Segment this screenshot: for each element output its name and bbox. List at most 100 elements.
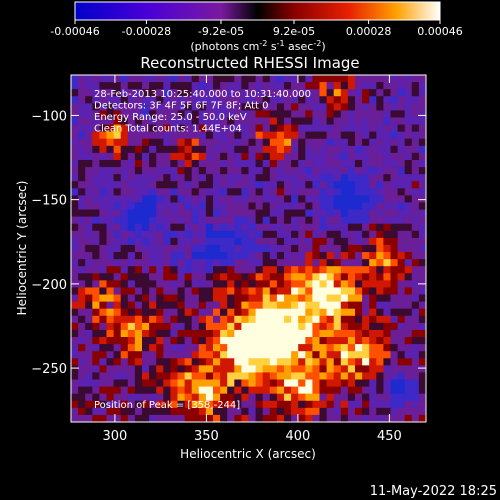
heatmap-cell	[319, 329, 328, 338]
heatmap-cell	[71, 379, 79, 388]
heatmap-cell	[390, 294, 399, 303]
heatmap-cell	[362, 344, 370, 352]
heatmap-cell	[156, 181, 164, 189]
heatmap-cell	[340, 167, 349, 175]
heatmap-cell	[347, 287, 356, 296]
heatmap-cell	[184, 252, 193, 260]
heatmap-cell	[184, 82, 193, 90]
heatmap-cell	[227, 400, 235, 409]
heatmap-cell	[184, 138, 193, 147]
heatmap-cell	[298, 237, 306, 246]
heatmap-cell	[248, 188, 257, 196]
heatmap-cell	[248, 400, 257, 409]
heatmap-cell	[113, 75, 122, 83]
heatmap-cell	[113, 280, 122, 289]
heatmap-cell	[191, 159, 200, 168]
heatmap-cell	[269, 110, 278, 119]
heatmap-cell	[170, 237, 179, 246]
heatmap-cell	[106, 167, 115, 175]
heatmap-cell	[298, 322, 306, 331]
heatmap-cell	[298, 329, 306, 338]
heatmap-cell	[255, 315, 264, 324]
heatmap-cell	[92, 145, 100, 154]
heatmap-cell	[269, 337, 278, 345]
heatmap-cell	[78, 351, 86, 359]
heatmap-cell	[262, 209, 271, 218]
heatmap-cell	[276, 344, 285, 352]
heatmap-cell	[198, 138, 207, 147]
heatmap-cell	[291, 181, 299, 189]
heatmap-cell	[326, 82, 335, 90]
heatmap-cell	[241, 117, 250, 126]
heatmap-cell	[255, 266, 264, 274]
heatmap-cell	[213, 266, 221, 274]
heatmap-cell	[362, 294, 370, 303]
heatmap-cell	[191, 124, 200, 133]
heatmap-cell	[397, 244, 406, 253]
heatmap-cell	[227, 266, 235, 274]
heatmap-cell	[369, 407, 377, 416]
heatmap-cell	[177, 138, 186, 147]
heatmap-cell	[106, 393, 115, 402]
x-tick-label: 450	[377, 429, 402, 444]
heatmap-cell	[404, 230, 413, 239]
heatmap-cell	[248, 124, 257, 133]
heatmap-cell	[120, 103, 129, 112]
heatmap-cell	[355, 358, 363, 366]
heatmap-cell	[184, 294, 193, 303]
heatmap-cell	[99, 89, 108, 97]
heatmap-cell	[163, 372, 171, 381]
heatmap-cell	[376, 230, 384, 239]
heatmap-cell	[78, 124, 86, 133]
heatmap-cell	[198, 372, 207, 381]
heatmap-cell	[390, 152, 399, 161]
heatmap-cell	[142, 266, 150, 274]
heatmap-cell	[149, 82, 157, 90]
heatmap-cell	[234, 195, 242, 204]
heatmap-cell	[113, 117, 122, 126]
heatmap-cell	[184, 351, 193, 359]
heatmap-cell	[78, 273, 86, 281]
heatmap-cell	[177, 337, 186, 345]
heatmap-cell	[347, 372, 356, 381]
heatmap-cell	[241, 124, 250, 133]
heatmap-cell	[163, 308, 171, 317]
heatmap-cell	[99, 273, 108, 281]
heatmap-cell	[241, 89, 250, 97]
heatmap-cell	[177, 308, 186, 317]
heatmap-cell	[362, 358, 370, 366]
heatmap-cell	[255, 244, 264, 253]
heatmap-cell	[191, 407, 200, 416]
heatmap-cell	[127, 117, 136, 126]
heatmap-cell	[205, 75, 214, 83]
heatmap-cell	[156, 337, 164, 345]
heatmap-cell	[312, 237, 321, 246]
heatmap-cell	[134, 351, 143, 359]
heatmap-cell	[333, 103, 342, 112]
heatmap-cell	[156, 287, 164, 296]
heatmap-cell	[284, 308, 292, 317]
heatmap-cell	[120, 365, 129, 374]
image-annotations: 28-Feb-2013 10:25:40.000 to 10:31:40.000…	[94, 89, 311, 135]
heatmap-cell	[411, 223, 420, 232]
heatmap-cell	[177, 202, 186, 211]
heatmap-cell	[113, 365, 122, 374]
heatmap-cell	[347, 230, 356, 239]
heatmap-cell	[248, 202, 257, 211]
heatmap-cell	[134, 223, 143, 232]
heatmap-cell	[418, 393, 426, 402]
heatmap-cell	[362, 237, 370, 246]
heatmap-cell	[276, 266, 285, 274]
heatmap-cell	[326, 202, 335, 211]
heatmap-cell	[376, 308, 384, 317]
heatmap-cell	[347, 181, 356, 189]
heatmap-cell	[319, 308, 328, 317]
heatmap-cell	[99, 75, 108, 83]
heatmap-cell	[177, 145, 186, 154]
heatmap-cell	[205, 117, 214, 126]
heatmap-cell	[390, 138, 399, 147]
heatmap-cell	[347, 351, 356, 359]
heatmap-cell	[78, 131, 86, 140]
heatmap-cell	[113, 244, 122, 253]
heatmap-cell	[120, 195, 129, 204]
